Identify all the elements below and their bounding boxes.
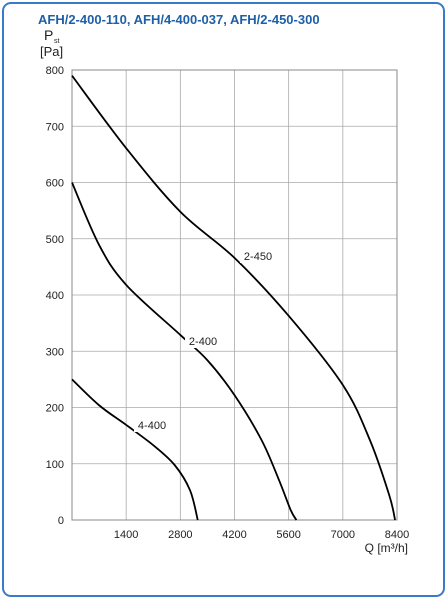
y-tick-label: 200 (46, 403, 64, 415)
plot-border (71, 69, 398, 521)
y-label-subscript: st (54, 38, 60, 45)
x-tick-label: 2800 (168, 529, 192, 541)
y-tick-label: 100 (46, 459, 64, 471)
x-tick-label: 1400 (114, 529, 138, 541)
curve-label: 4-400 (138, 420, 166, 432)
curve-label-bg (240, 249, 276, 263)
y-tick-label: 700 (46, 121, 64, 133)
frame (2, 2, 445, 597)
y-label-unit: [Pa] (40, 44, 63, 59)
y-tick-label: 800 (46, 65, 64, 77)
curve (71, 378, 199, 521)
y-tick-label: 500 (46, 234, 64, 246)
curve-label-bg (185, 334, 221, 348)
x-tick-label: 8400 (385, 529, 409, 541)
curve (71, 182, 298, 521)
curve-label-bg (134, 418, 170, 432)
x-tick-label: 7000 (331, 529, 355, 541)
x-tick-label: 4200 (222, 529, 246, 541)
curve-label: 2-400 (189, 336, 217, 348)
y-tick-label: 300 (46, 346, 64, 358)
y-label-symbol: P (44, 27, 53, 43)
y-tick-label: 0 (58, 515, 64, 527)
y-tick-label: 400 (46, 290, 64, 302)
x-label: Q [m³/h] (365, 541, 408, 555)
y-tick-label: 600 (46, 178, 64, 190)
curve (71, 75, 396, 521)
curve-label: 2-450 (244, 251, 272, 263)
chart-title: AFH/2-400-110, AFH/4-400-037, AFH/2-450-… (38, 12, 320, 27)
x-tick-label: 5600 (276, 529, 300, 541)
